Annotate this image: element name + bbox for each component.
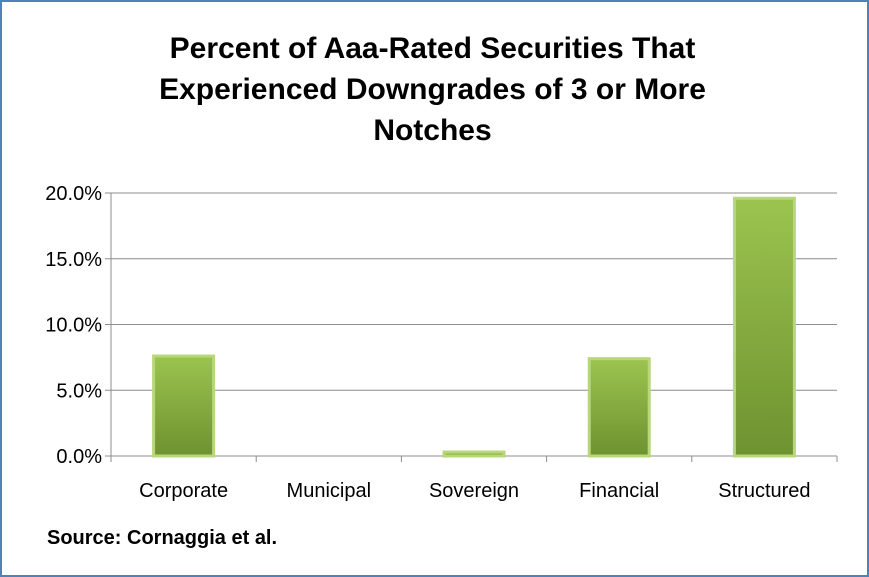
x-tick-label-municipal: Municipal xyxy=(287,480,371,502)
y-tick-labels: 0.0% 5.0% 10.0% 15.0% 20.0% xyxy=(45,183,102,468)
y-tick-label: 10.0% xyxy=(45,315,102,337)
chart-title-line-2: Experienced Downgrades of 3 or More xyxy=(159,73,706,106)
bars xyxy=(152,196,796,458)
y-tick-label: 15.0% xyxy=(45,249,102,271)
chart-title: Percent of Aaa-Rated Securities That Exp… xyxy=(0,28,865,151)
y-tick-label: 5.0% xyxy=(56,380,102,402)
x-tick-label-financial: Financial xyxy=(579,480,659,502)
y-tick-label: 0.0% xyxy=(56,446,102,468)
y-tick-label: 20.0% xyxy=(45,183,102,205)
chart-title-line-1: Percent of Aaa-Rated Securities That xyxy=(169,32,696,65)
bar-structured xyxy=(732,196,796,458)
source-note: Source: Cornaggia et al. xyxy=(47,527,278,549)
chart-title-line-3: Notches xyxy=(373,114,492,147)
bar-corporate xyxy=(152,354,216,458)
x-tick-label-structured: Structured xyxy=(718,480,810,502)
bar-sovereign xyxy=(442,450,506,458)
grid-lines xyxy=(111,192,837,391)
x-tick-label-sovereign: Sovereign xyxy=(429,480,519,502)
x-tick-label-corporate: Corporate xyxy=(139,480,228,502)
bar-financial xyxy=(587,357,651,458)
x-tick-labels: Corporate Municipal Sovereign Financial Stru… xyxy=(139,480,810,502)
